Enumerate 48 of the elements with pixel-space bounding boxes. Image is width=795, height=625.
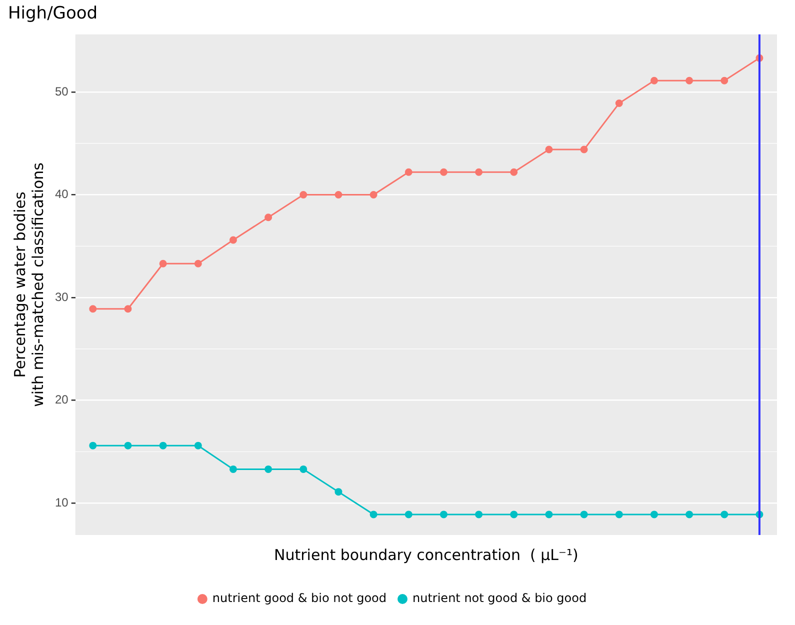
point	[720, 76, 728, 84]
point	[124, 442, 132, 450]
point	[686, 76, 694, 84]
y-tick-label: 50	[54, 84, 69, 98]
point	[510, 168, 518, 176]
point	[89, 305, 97, 313]
point	[264, 214, 272, 222]
y-tick-label: 10	[54, 495, 69, 510]
point	[440, 510, 448, 518]
point	[475, 510, 483, 518]
chart-title: High/Good	[8, 4, 98, 24]
point	[229, 236, 237, 244]
x-axis-title: Nutrient boundary concentration ( µL⁻¹)	[274, 546, 578, 564]
point	[404, 510, 412, 518]
point	[159, 442, 167, 450]
point	[300, 191, 308, 199]
point	[545, 146, 553, 154]
point	[650, 510, 658, 518]
point	[194, 442, 202, 450]
point	[615, 100, 623, 108]
point	[475, 168, 483, 176]
point	[404, 168, 412, 176]
y-axis-title: Percentage water bodies with mis-matched classifications	[10, 162, 47, 407]
y-tick-label: 20	[54, 392, 69, 407]
point	[510, 510, 518, 518]
y-tick-label: 40	[54, 187, 69, 202]
point	[650, 76, 658, 84]
point	[124, 305, 132, 313]
point	[370, 191, 378, 199]
point	[370, 510, 378, 518]
point	[159, 260, 167, 268]
point	[545, 510, 553, 518]
point	[580, 146, 588, 154]
point	[615, 510, 623, 518]
point	[440, 168, 448, 176]
point	[194, 260, 202, 268]
point	[686, 510, 694, 518]
point	[89, 442, 97, 450]
point	[264, 465, 272, 473]
point	[334, 488, 342, 496]
y-tick-label: 30	[54, 290, 69, 304]
point	[334, 191, 342, 199]
point	[580, 510, 588, 518]
point	[300, 465, 308, 473]
legend-label: nutrient good & bio not good	[212, 591, 387, 606]
legend-label: nutrient not good & bio good	[412, 591, 587, 606]
point	[720, 510, 728, 518]
point	[229, 465, 237, 473]
